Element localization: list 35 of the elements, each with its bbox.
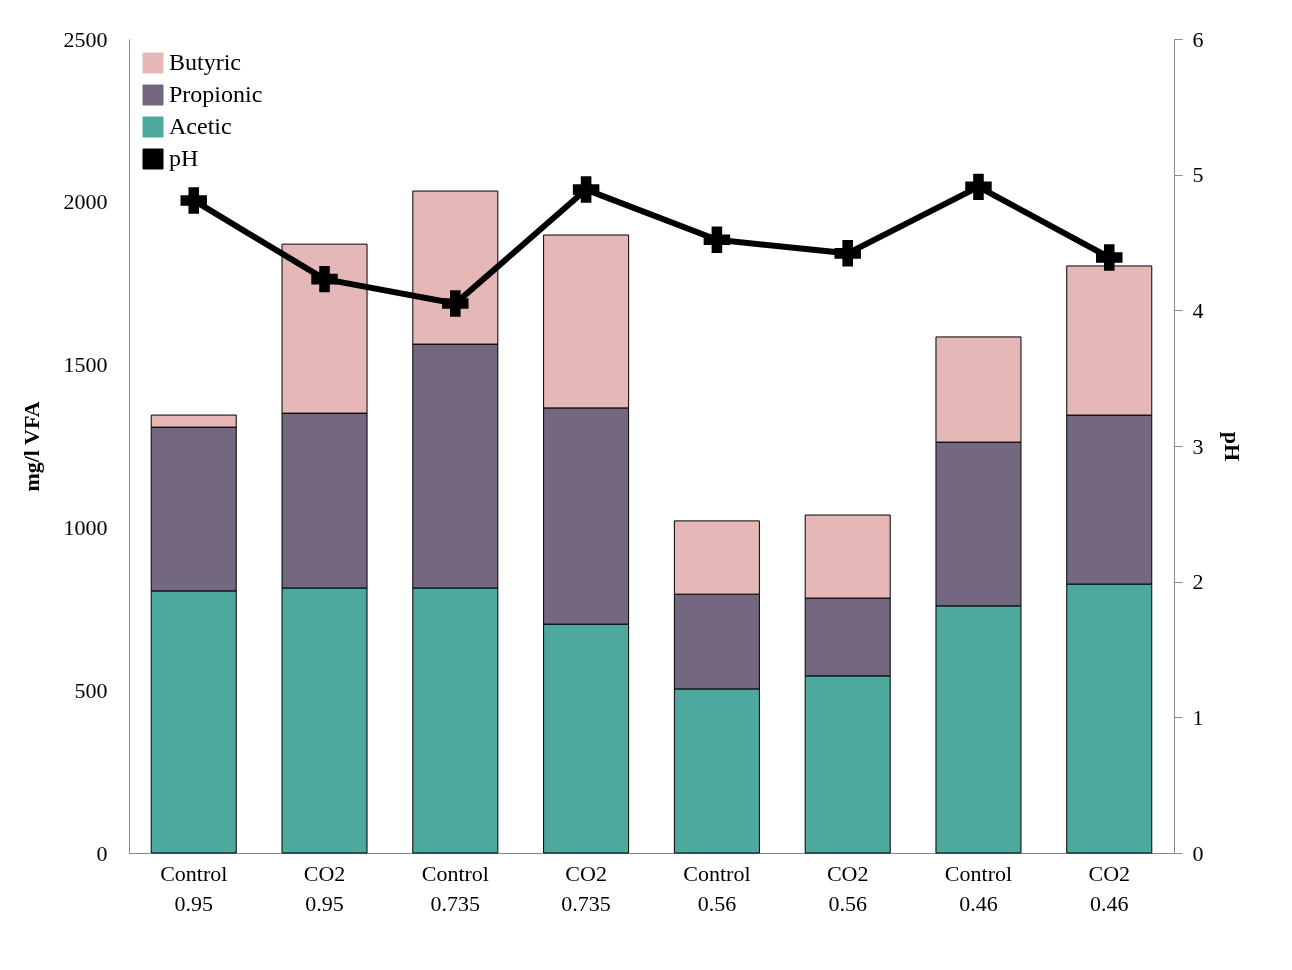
x-tick-label: Control 0.735 xyxy=(421,860,489,916)
y-tick-label: 0 xyxy=(96,840,108,866)
x-tick-label: Control 0.56 xyxy=(683,860,751,916)
y2-tick-label: 4 xyxy=(1192,297,1204,323)
y2-tick-label: 3 xyxy=(1192,433,1204,459)
x-tick-label: Control 0.46 xyxy=(944,860,1013,916)
y2-tick-label: 5 xyxy=(1192,162,1204,188)
legend-label: Acetic xyxy=(169,113,232,139)
legend-label: Propionic xyxy=(169,81,263,107)
point xyxy=(703,226,731,254)
x-tick-label: CO2 0.46 xyxy=(1088,860,1131,916)
x-tick-label: CO2 0.95 xyxy=(303,860,346,916)
x-tick-label: CO2 0.735 xyxy=(561,860,611,916)
point xyxy=(965,173,992,201)
point xyxy=(311,265,338,293)
y2-tick-label: 2 xyxy=(1192,569,1204,595)
point xyxy=(442,290,469,317)
point xyxy=(572,176,600,203)
y-tick-label: 2500 xyxy=(63,26,108,52)
x-tick-label: Control 0.95 xyxy=(160,860,228,916)
y2-tick-label: 6 xyxy=(1192,26,1204,52)
y2-axis-title: pH xyxy=(1219,431,1245,462)
point xyxy=(834,240,861,267)
y-tick-label: 2000 xyxy=(63,189,108,215)
legend-label: pH xyxy=(169,145,199,171)
point xyxy=(1096,244,1123,271)
y-axis-title: mg/l VFA xyxy=(18,401,44,492)
y-tick-label: 1000 xyxy=(63,514,108,540)
legend-label: Butyric xyxy=(169,49,241,75)
x-tick-label: CO2 0.56 xyxy=(826,860,869,916)
point xyxy=(180,187,207,214)
y-tick-label: 1500 xyxy=(63,352,108,378)
y2-tick-label: 1 xyxy=(1192,704,1204,730)
y-tick-label: 500 xyxy=(74,677,108,703)
y2-tick-label: 0 xyxy=(1192,840,1204,866)
